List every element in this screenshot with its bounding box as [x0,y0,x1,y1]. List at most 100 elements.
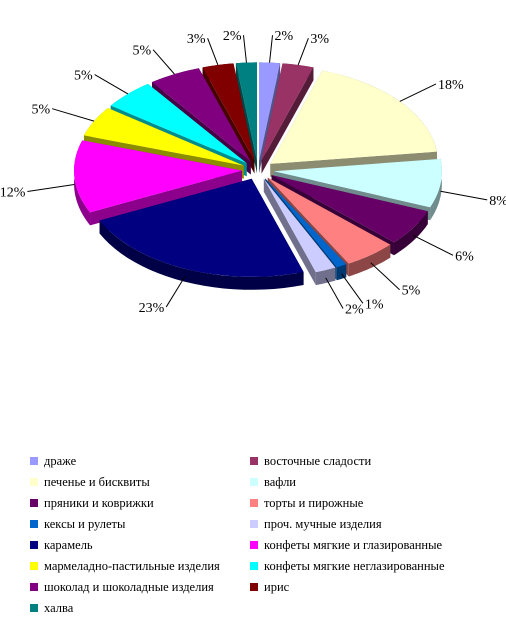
data-label: 5% [74,69,93,84]
legend-label: вафли [264,474,297,489]
leader-line [27,184,75,192]
legend-swatch [30,520,38,528]
pie-slice-top [265,178,347,268]
pie-slice [99,178,304,290]
data-label: 3% [310,32,329,47]
legend-label: драже [44,453,77,468]
leader-line [51,108,95,122]
data-label: 2% [345,303,364,318]
data-labels: 2%3%18%8%6%5%1%2%23%12%5%5%5%3%2% [0,29,506,317]
legend-label: торты и пирожные [264,495,364,510]
legend-label: шоколад и шоколадные изделия [44,579,214,594]
pie-slice-top [261,63,314,161]
pie-slice-edge [235,63,257,174]
legend-label: конфеты мягкие неглазированные [264,558,445,573]
legend-item: вафли [250,473,296,491]
pie-slice [235,62,257,174]
pie-slice [259,62,281,174]
data-label: 1% [365,297,384,312]
leader-line [269,35,274,63]
pie-slice [202,63,255,174]
legend-label: печенье и бисквиты [44,474,150,489]
legend-label: проч. мучные изделия [264,516,382,531]
pie-slice-top [263,178,336,273]
pie-slice-side [348,244,391,277]
legend-label: халва [44,600,74,615]
leader-line [94,74,129,95]
pie-slice-top [83,108,244,166]
leader-line [165,276,186,308]
legend-label: восточные сладости [264,453,372,468]
pie-slice-edge [261,67,314,174]
legend-swatch [250,478,258,486]
pie-slice-top [110,83,247,164]
pie-slice-top [74,140,243,213]
data-label: 5% [402,284,421,299]
pie-slice [270,70,438,177]
pie-slice-top [259,62,281,161]
leader-line [399,83,437,102]
legend-item: кексы и рулеты [30,515,125,533]
legend-label: пряники и коврижки [44,495,154,510]
data-label: 6% [455,249,474,264]
data-label: 5% [132,44,151,59]
leader-line [325,277,344,309]
legend-swatch [30,541,38,549]
data-label: 2% [223,29,242,44]
legend-swatch [30,478,38,486]
legend-item: шоколад и шоколадные изделия [30,578,214,596]
pie-slice-side [99,220,304,290]
legend-item: конфеты мягкие и глазированные [250,536,442,554]
legend-item: мармеладно-пастильные изделия [30,557,220,575]
pie-slice-top [235,62,257,161]
pie-slice-top [202,63,255,161]
leader-lines [27,35,488,309]
legend-label: конфеты мягкие и глазированные [264,537,443,552]
legend-item: халва [30,599,73,617]
data-label: 5% [31,103,50,118]
leader-line [341,273,364,304]
pie-slice-top [151,68,251,162]
legend-item: драже [30,452,76,470]
leader-line [242,35,247,63]
legend-swatch [250,457,258,465]
legend-swatch [30,604,38,612]
data-label: 8% [489,194,506,209]
legend-swatch [250,520,258,528]
legend-label: мармеладно-пастильные изделия [44,558,220,573]
legend-label: карамель [44,537,93,552]
pie-slice-side [430,158,442,221]
leader-line [370,262,400,291]
legend-swatch [250,562,258,570]
data-label: 12% [0,185,26,200]
leader-line [413,235,454,256]
legend-label: кексы и рулеты [44,516,126,531]
data-label: 2% [275,29,294,44]
leader-line [152,49,175,75]
pie-chart: 2%3%18%8%6%5%1%2%23%12%5%5%5%3%2% [0,29,506,317]
pie-slices [74,62,442,290]
legend-swatch [30,562,38,570]
data-label: 3% [187,32,206,47]
leader-line [207,38,219,66]
pie-slice-top [271,175,428,243]
legend-item: карамель [30,536,93,554]
pie-slice-top [270,70,438,164]
pie-slice-edge [90,170,243,226]
legend-item: восточные сладости [250,452,371,470]
leader-line [297,38,309,66]
data-label: 18% [438,78,464,93]
legend-item: торты и пирожные [250,494,363,512]
pie-slice-edge [259,63,281,174]
data-label: 23% [139,301,165,316]
pie-slice [74,140,243,226]
pie-slice-top [267,177,391,264]
legend-label: ирис [264,579,290,594]
legend-swatch [30,499,38,507]
legend-swatch [30,457,38,465]
legend-item: ирис [250,578,289,596]
pie-slice-top [99,178,304,277]
legend-swatch [250,541,258,549]
legend-swatch [250,499,258,507]
legend-item: проч. мучные изделия [250,515,382,533]
